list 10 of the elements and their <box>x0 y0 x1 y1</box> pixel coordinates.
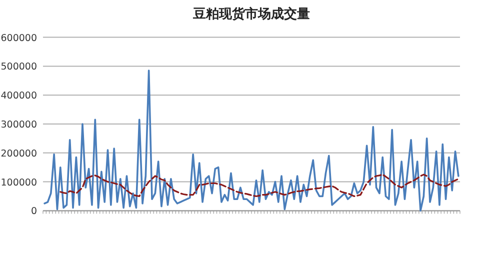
chart-title: 豆粕现货市场成交量 <box>192 6 310 22</box>
y-tick-label: 200000 <box>0 148 37 160</box>
y-tick-label: 100000 <box>0 177 37 188</box>
y-tick-label: 400000 <box>0 90 37 102</box>
line-series <box>44 70 460 212</box>
line-series <box>60 174 460 198</box>
y-tick-label: 300000 <box>0 120 37 130</box>
y-tick-label: 0 <box>30 206 37 218</box>
y-tick-label: 500000 <box>0 62 37 73</box>
y-tick-label: 600000 <box>0 32 37 44</box>
